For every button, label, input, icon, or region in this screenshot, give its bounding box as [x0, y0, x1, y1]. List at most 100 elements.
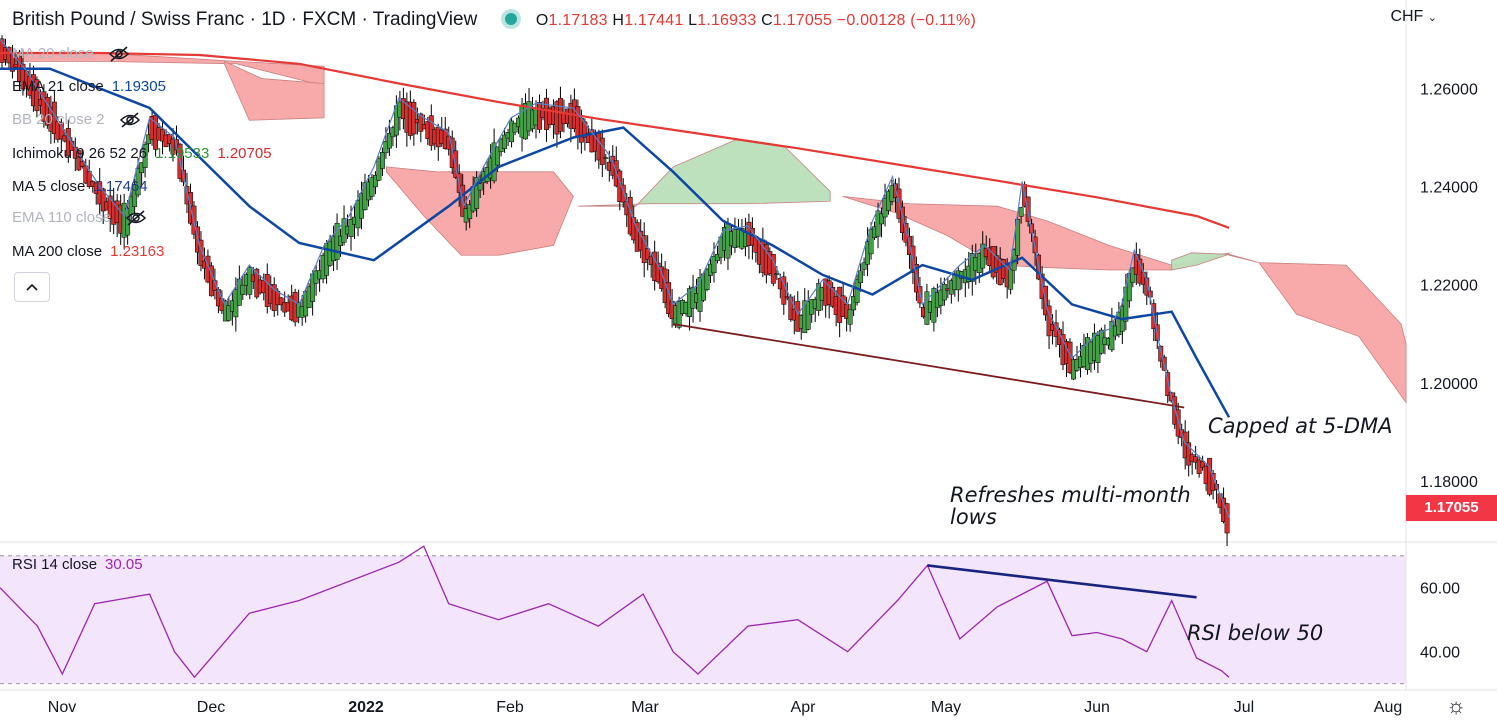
legend-ma20[interactable]: MA 20 close	[12, 45, 130, 63]
ema21-line	[0, 67, 1231, 418]
ma200-value: 1.23163	[110, 243, 165, 260]
legend-rsi[interactable]: RSI 14 close 30.05	[12, 556, 143, 573]
candle-body	[1144, 277, 1150, 296]
candle-body	[418, 113, 424, 132]
settings-gear-icon[interactable]: ☼	[1446, 693, 1467, 718]
candle-body	[676, 301, 682, 328]
eye-off-icon[interactable]	[108, 46, 130, 62]
candle-body	[711, 255, 717, 273]
time-tick-label: Jul	[1234, 699, 1254, 716]
candle-body	[704, 269, 710, 290]
cloud-segment	[223, 60, 325, 121]
candle-body	[348, 218, 354, 237]
high-value: 1.17441	[624, 12, 684, 29]
ma200-line	[0, 51, 1230, 229]
candle-body	[467, 204, 473, 220]
ichimoku-cloud	[0, 52, 1407, 404]
candle-body	[941, 284, 947, 301]
candle-body	[861, 262, 867, 270]
candle-body	[373, 175, 378, 188]
candle-body	[854, 278, 860, 303]
trendline-support	[672, 323, 1185, 409]
legend-ma200[interactable]: MA 200 close 1.23163	[12, 243, 165, 260]
candle-body	[100, 188, 106, 212]
candle-body	[1046, 305, 1052, 337]
ichimoku-value-a: 1.19533	[155, 145, 210, 162]
candle-body	[770, 254, 776, 284]
time-tick-label: Apr	[791, 699, 817, 716]
legend-ichimoku[interactable]: Ichimoku 9 26 52 26 1.19533 1.20705	[12, 145, 272, 162]
axes: 1.26000 1.24000 1.22000 1.20000 1.18000 Nov De…	[48, 81, 1478, 716]
candle-body	[135, 167, 141, 196]
ma5-value: 1.17464	[93, 178, 148, 195]
candle-body	[125, 207, 131, 236]
ichimoku-value-b: 1.20705	[217, 145, 272, 162]
rsi-tick-label: 40.00	[1420, 645, 1460, 662]
ema21-value: 1.19305	[111, 78, 166, 95]
symbol-title: British Pound / Swiss Franc · 1D · FXCM …	[12, 9, 478, 30]
time-tick-label: Feb	[496, 699, 524, 716]
candle-body	[86, 171, 92, 188]
chevron-up-icon	[26, 283, 38, 291]
time-tick-label: 2022	[348, 699, 384, 716]
annotation-rsi: RSI below 50	[1187, 621, 1324, 645]
candle-body	[599, 137, 605, 165]
ohlc-values: O1.17183 H1.17441 L1.16933 C1.17055 −0.0…	[535, 12, 976, 29]
candle-body	[1158, 345, 1164, 362]
ma5-line	[0, 38, 1230, 518]
candle-body	[903, 222, 909, 243]
candle-body	[858, 270, 864, 283]
rsi-band	[0, 555, 1406, 684]
annotation-capped: Capped at 5-DMA	[1208, 414, 1393, 438]
candle-body	[1200, 461, 1206, 468]
price-tick-label: 1.20000	[1420, 376, 1478, 393]
candle-body	[376, 158, 382, 181]
rsi-value: 30.05	[105, 556, 143, 573]
change-value: −0.00128 (−0.11%)	[836, 12, 976, 29]
cloud-segment	[386, 166, 574, 256]
time-tick-label: Jun	[1084, 699, 1110, 716]
rsi-tick-label: 60.00	[1420, 581, 1460, 598]
candle-body	[1175, 409, 1181, 437]
eye-off-icon[interactable]	[125, 210, 147, 226]
candle-body	[868, 229, 874, 255]
close-value: 1.17055	[772, 12, 833, 29]
candle-body	[411, 102, 417, 135]
rsi-line	[0, 545, 1230, 679]
price-tick-label: 1.22000	[1420, 278, 1478, 295]
candle-body	[1186, 442, 1192, 466]
low-value: 1.16933	[697, 12, 757, 29]
eye-off-icon[interactable]	[119, 112, 141, 128]
candle-body	[1193, 456, 1199, 463]
last-price-tag: 1.17055	[1406, 495, 1497, 521]
indicator-lines	[0, 38, 1231, 518]
candle-body	[142, 144, 148, 168]
candle-body	[79, 161, 85, 167]
candle-body	[955, 270, 961, 291]
candle-body	[620, 184, 626, 203]
time-tick-label: May	[931, 699, 961, 716]
annotation-lows: Refreshes multi-month lows	[950, 483, 1191, 529]
legend-ema110[interactable]: EMA 110 close	[12, 209, 147, 227]
currency-selector[interactable]: CHF ⌄	[1390, 8, 1437, 25]
candle-body	[495, 146, 501, 166]
candle-body	[1008, 269, 1014, 290]
candle-body	[781, 276, 787, 305]
candle-body	[240, 284, 246, 295]
rsi-divergence-line	[927, 564, 1197, 599]
candle-body	[278, 297, 284, 306]
candle-body	[386, 133, 392, 149]
candle-body	[774, 273, 780, 275]
legend-bb20[interactable]: BB 20 close 2	[12, 111, 141, 129]
candle-body	[1130, 267, 1136, 283]
collapse-legend-button[interactable]	[14, 272, 50, 302]
candle-body	[1137, 258, 1143, 284]
cloud-segment-bull	[1171, 252, 1230, 271]
candle-body	[34, 79, 40, 112]
chevron-down-icon: ⌄	[1427, 12, 1437, 24]
legend-ma5[interactable]: MA 5 close 1.17464	[12, 178, 148, 195]
legend-ema21[interactable]: EMA 21 close 1.19305	[12, 78, 166, 95]
candle-body	[474, 177, 480, 209]
candle-body	[379, 152, 385, 169]
